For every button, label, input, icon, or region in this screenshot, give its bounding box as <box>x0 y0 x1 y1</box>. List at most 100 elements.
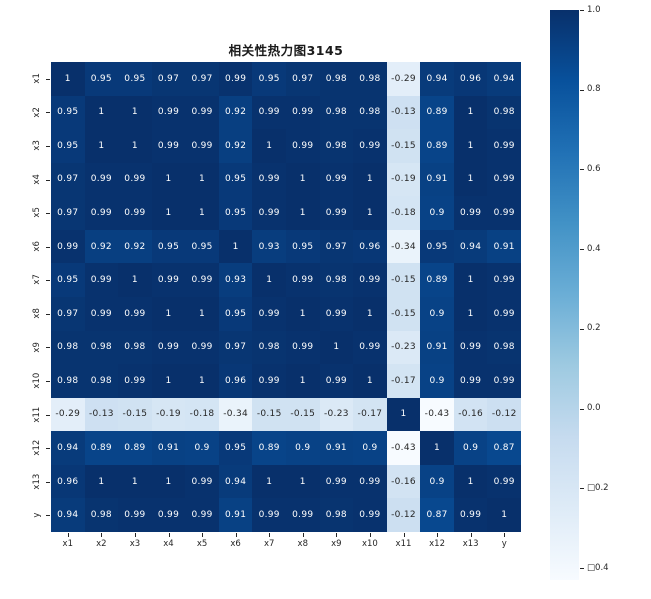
heatmap-cell-x10-x5: 1 <box>185 364 219 398</box>
heatmap-cell-x8-y: 0.99 <box>487 297 521 331</box>
x-axis-tick <box>403 533 405 537</box>
heatmap-cell-y-x12: 0.87 <box>420 498 454 532</box>
heatmap-cell-x9-x9: 1 <box>319 330 354 365</box>
heatmap-cell-x8-x3: 0.99 <box>118 297 152 331</box>
x-tick-label-x12: x12 <box>429 539 445 549</box>
x-axis-tick <box>437 533 439 537</box>
heatmap-cell-y-x10: 0.99 <box>353 498 387 532</box>
heatmap-cell-y-x8: 0.99 <box>286 498 320 532</box>
colorbar-tick <box>580 249 584 251</box>
heatmap-cell-x8-x4: 1 <box>151 297 186 331</box>
heatmap-cell-x8-x13: 1 <box>453 297 488 331</box>
heatmap-cell-x8-x7: 0.99 <box>252 297 286 331</box>
heatmap-cell-x7-y: 0.99 <box>487 263 521 297</box>
heatmap-cell-x9-x8: 0.99 <box>286 330 320 365</box>
heatmap-cell-x7-x3: 1 <box>118 263 152 297</box>
heatmap-cell-y-x4: 0.99 <box>151 498 186 532</box>
heatmap-cell-x4-x1: 0.97 <box>51 162 85 197</box>
heatmap-cell-x3-x8: 0.99 <box>286 129 320 163</box>
heatmap-cell-x13-x10: 0.99 <box>353 464 387 499</box>
heatmap-cell-x10-x6: 0.96 <box>218 364 253 398</box>
heatmap-cell-x6-x11: -0.34 <box>386 229 421 264</box>
colorbar-tick <box>580 89 584 91</box>
heatmap-cell-x5-x8: 1 <box>286 196 320 230</box>
x-axis-tick <box>302 533 304 537</box>
heatmap-cell-x7-x11: -0.15 <box>386 263 421 297</box>
x-tick-label-x2: x2 <box>96 539 107 549</box>
heatmap-cell-x6-x5: 0.95 <box>185 229 219 264</box>
heatmap-cell-x5-x10: 1 <box>353 196 387 230</box>
heatmap-cell-x1-x10: 0.98 <box>353 62 387 96</box>
heatmap-cell-x11-x8: -0.15 <box>286 397 320 432</box>
heatmap-cell-x6-x4: 0.95 <box>151 229 186 264</box>
x-tick-label-x1: x1 <box>62 539 73 549</box>
heatmap-cell-x12-x2: 0.89 <box>84 431 119 465</box>
heatmap-cell-x4-x9: 0.99 <box>319 162 354 197</box>
heatmap-cell-x13-x6: 0.94 <box>218 464 253 499</box>
heatmap-cell-x13-x11: -0.16 <box>386 464 421 499</box>
heatmap-cell-x4-x8: 1 <box>286 162 320 197</box>
heatmap-cell-x12-x4: 0.91 <box>151 431 186 465</box>
colorbar-tick-label: 0.6 <box>587 163 601 174</box>
y-tick-label-x8: x8 <box>32 308 42 320</box>
heatmap-cell-x6-x8: 0.95 <box>286 229 320 264</box>
heatmap-cell-x9-x10: 0.99 <box>353 330 387 365</box>
heatmap-cell-x13-x7: 1 <box>252 464 286 499</box>
heatmap-cell-x11-x2: -0.13 <box>84 397 119 432</box>
y-tick-label-x3: x3 <box>32 140 42 152</box>
x-tick-label-x5: x5 <box>196 539 208 549</box>
heatmap-cell-x8-x11: -0.15 <box>386 297 421 331</box>
heatmap-cell-x3-x7: 1 <box>252 129 286 163</box>
heatmap-cell-y-x11: -0.12 <box>386 498 421 532</box>
heatmap-cell-x3-x1: 0.95 <box>51 129 85 163</box>
heatmap-cell-x9-x13: 0.99 <box>453 330 488 365</box>
heatmap-cell-x3-x3: 1 <box>118 129 152 163</box>
heatmap-cell-x5-x1: 0.97 <box>51 196 85 230</box>
heatmap-cell-x2-x12: 0.89 <box>420 95 454 130</box>
heatmap-cell-x2-x7: 0.99 <box>252 95 286 130</box>
heatmap-cell-x2-x10: 0.98 <box>353 95 387 130</box>
heatmap-cell-x5-x3: 0.99 <box>118 196 152 230</box>
heatmap-cell-x2-x3: 1 <box>118 95 152 130</box>
y-tick-label-y: y <box>32 512 42 518</box>
heatmap-cell-x11-x13: -0.16 <box>453 397 488 432</box>
heatmap-cell-x5-y: 0.99 <box>487 196 521 230</box>
heatmap-cell-x10-x8: 1 <box>286 364 320 398</box>
heatmap-cell-x5-x9: 0.99 <box>319 196 354 230</box>
heatmap-cell-x13-x12: 0.9 <box>420 464 454 499</box>
heatmap-cell-x4-x7: 0.99 <box>252 162 286 197</box>
heatmap-cell-x1-x4: 0.97 <box>151 62 186 96</box>
colorbar-tick-label: 1.0 <box>587 4 601 15</box>
heatmap-cell-x1-x11: -0.29 <box>386 62 421 96</box>
heatmap-cell-x11-y: -0.12 <box>487 397 521 432</box>
colorbar-tick-label: 0.2 <box>587 323 601 334</box>
x-axis-tick <box>336 533 338 537</box>
y-tick-label-x12: x12 <box>32 440 42 456</box>
heatmap-cell-x10-x13: 0.99 <box>453 364 488 398</box>
x-tick-label-y: y <box>501 539 507 549</box>
heatmap-cell-x5-x13: 0.99 <box>453 196 488 230</box>
heatmap-cell-x13-x3: 1 <box>118 464 152 499</box>
heatmap-cell-x13-x4: 1 <box>151 464 186 499</box>
heatmap-cell-x4-x3: 0.99 <box>118 162 152 197</box>
heatmap-cell-x4-x2: 0.99 <box>84 162 119 197</box>
heatmap-cell-x1-x6: 0.99 <box>218 62 253 96</box>
heatmap-cell-x11-x9: -0.23 <box>319 397 354 432</box>
y-axis-tick <box>46 78 50 80</box>
heatmap-cell-x3-x13: 1 <box>453 129 488 163</box>
x-tick-label-x10: x10 <box>361 539 378 549</box>
heatmap-cell-x7-x7: 1 <box>252 263 286 297</box>
heatmap-cell-x10-x11: -0.17 <box>386 364 421 398</box>
heatmap-cell-x1-x9: 0.98 <box>319 62 354 96</box>
x-tick-label-x7: x7 <box>263 539 275 549</box>
heatmap-cell-x13-y: 0.99 <box>487 464 521 499</box>
y-tick-label-x13: x13 <box>32 473 42 490</box>
heatmap-cell-y-y: 1 <box>487 498 521 532</box>
heatmap-cell-x11-x6: -0.34 <box>218 397 253 432</box>
heatmap-cell-y-x6: 0.91 <box>218 498 253 532</box>
heatmap-cell-x12-x9: 0.91 <box>319 431 354 465</box>
heatmap-cell-x4-x10: 1 <box>353 162 387 197</box>
x-tick-label-x3: x3 <box>129 539 141 549</box>
heatmap-cell-x12-x5: 0.9 <box>185 431 219 465</box>
